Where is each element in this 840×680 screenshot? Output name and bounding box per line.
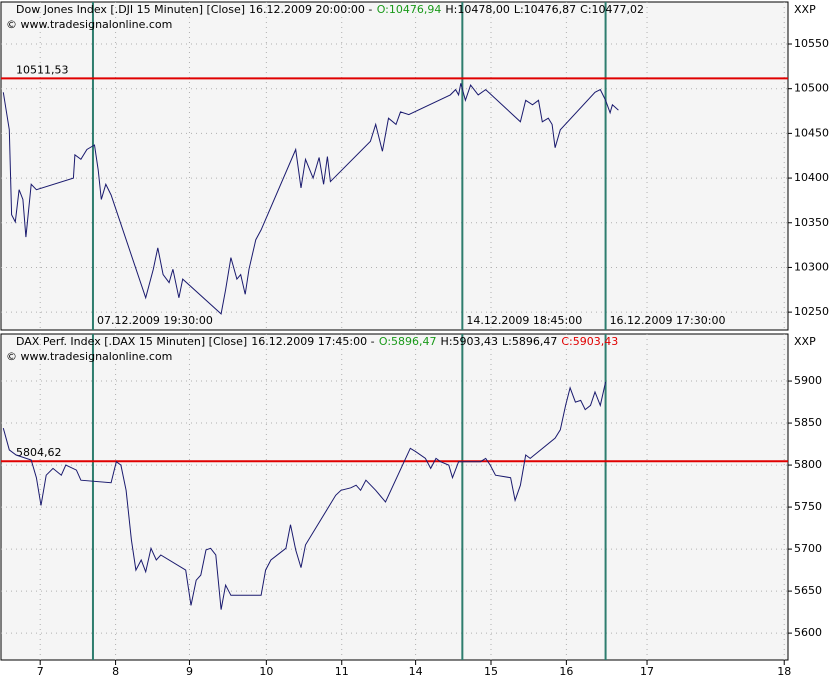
x-tick-label: 8 xyxy=(112,665,119,678)
header-field: O:10476,94 xyxy=(377,3,442,16)
unit-label: XXP xyxy=(794,335,816,348)
source: © www.tradesignalonline.com xyxy=(6,350,172,363)
x-tick-label: 9 xyxy=(186,665,193,678)
header-field: L:5896,47 xyxy=(502,335,557,348)
header-field: O:5896,47 xyxy=(379,335,437,348)
y-tick-label: 10250 xyxy=(794,305,829,318)
ref-line-label: 5804,62 xyxy=(16,446,62,459)
marker-label: 07.12.2009 19:30:00 xyxy=(97,314,213,327)
header: Dow Jones Index [.DJI 15 Minuten] [Close… xyxy=(16,3,644,16)
price-line xyxy=(2,381,607,610)
plot-area xyxy=(0,1,789,331)
marker-label: 14.12.2009 18:45:00 xyxy=(466,314,582,327)
y-tick-label: 10450 xyxy=(794,126,829,139)
header: DAX Perf. Index [.DAX 15 Minuten] [Close… xyxy=(16,335,618,348)
y-tick-label: 10500 xyxy=(794,82,829,95)
header-field: 16.12.2009 17:45:00 - xyxy=(251,335,375,348)
y-tick-label: 5800 xyxy=(794,458,822,471)
header-field: DAX Perf. Index [.DAX 15 Minuten] [Close… xyxy=(16,335,247,348)
unit-label: XXP xyxy=(794,3,816,16)
x-tick-label: 15 xyxy=(484,665,498,678)
y-tick-label: 5650 xyxy=(794,584,822,597)
ref-line-label: 10511,53 xyxy=(16,63,69,76)
source: © www.tradesignalonline.com xyxy=(6,18,172,31)
price-line xyxy=(2,83,619,315)
y-tick-label: 10550 xyxy=(794,37,829,50)
header-field: H:5903,43 xyxy=(441,335,498,348)
x-tick-label: 18 xyxy=(777,665,791,678)
header-field: H:10478,00 xyxy=(445,3,509,16)
y-tick-label: 5900 xyxy=(794,374,822,387)
y-tick-label: 5700 xyxy=(794,542,822,555)
y-tick-label: 5850 xyxy=(794,416,822,429)
header-field: C:5903,43 xyxy=(561,335,618,348)
x-tick-label: 7 xyxy=(37,665,44,678)
x-tick-label: 11 xyxy=(335,665,349,678)
y-tick-label: 10400 xyxy=(794,171,829,184)
plot-area xyxy=(0,333,789,661)
header-field: 16.12.2009 20:00:00 - xyxy=(249,3,373,16)
x-tick-label: 10 xyxy=(259,665,273,678)
header-field: L:10476,87 xyxy=(514,3,576,16)
header-field: Dow Jones Index [.DJI 15 Minuten] [Close… xyxy=(16,3,245,16)
marker-label: 16.12.2009 17:30:00 xyxy=(610,314,726,327)
header-field: C:10477,02 xyxy=(580,3,644,16)
y-tick-label: 5600 xyxy=(794,626,822,639)
x-tick-label: 16 xyxy=(559,665,573,678)
y-tick-label: 5750 xyxy=(794,500,822,513)
y-tick-label: 10350 xyxy=(794,216,829,229)
x-tick-label: 14 xyxy=(409,665,423,678)
y-tick-label: 10300 xyxy=(794,260,829,273)
x-tick-label: 17 xyxy=(640,665,654,678)
